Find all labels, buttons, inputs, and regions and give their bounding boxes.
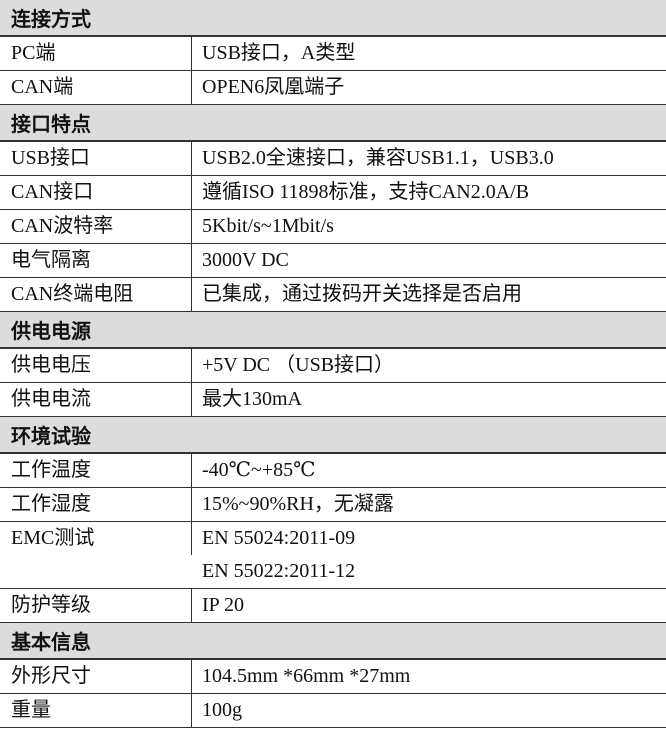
row-label: 工作温度 xyxy=(0,454,192,487)
value-line: IP 20 xyxy=(202,594,245,616)
row-value: IP 20 xyxy=(192,589,666,622)
value-line: USB接口，A类型 xyxy=(202,42,356,64)
value-line: 104.5mm *66mm *27mm xyxy=(202,665,411,687)
table-row: CAN接口 遵循ISO 11898标准，支持CAN2.0A/B xyxy=(0,176,666,210)
value-line: -40℃~+85℃ xyxy=(202,459,316,481)
row-value: +5V DC （USB接口） xyxy=(192,349,666,382)
row-value: -40℃~+85℃ xyxy=(192,454,666,487)
table-row: 供电电流 最大130mA xyxy=(0,383,666,417)
value-line: 100g xyxy=(202,699,242,721)
table-row: CAN波特率 5Kbit/s~1Mbit/s xyxy=(0,210,666,244)
table-row: 供电电压 +5V DC （USB接口） xyxy=(0,349,666,383)
row-value: 100g xyxy=(192,694,666,727)
table-row: 电气隔离 3000V DC xyxy=(0,244,666,278)
table-row: EMC测试 EN 55024:2011-09 EN 55022:2011-12 xyxy=(0,522,666,589)
row-value: 5Kbit/s~1Mbit/s xyxy=(192,210,666,243)
section-header: 接口特点 xyxy=(0,105,666,142)
row-value: USB接口，A类型 xyxy=(192,37,666,70)
value-line: 15%~90%RH，无凝露 xyxy=(202,493,394,515)
value-line: EN 55024:2011-09 xyxy=(202,527,356,549)
row-value: 104.5mm *66mm *27mm xyxy=(192,660,666,693)
row-label: 工作湿度 xyxy=(0,488,192,521)
table-row: CAN端 OPEN6凤凰端子 xyxy=(0,71,666,105)
row-label: EMC测试 xyxy=(0,522,192,555)
value-line: USB2.0全速接口，兼容USB1.1，USB3.0 xyxy=(202,147,554,169)
row-value: 3000V DC xyxy=(192,244,666,277)
row-value: 遵循ISO 11898标准，支持CAN2.0A/B xyxy=(192,176,666,209)
row-value: 15%~90%RH，无凝露 xyxy=(192,488,666,521)
value-line: 遵循ISO 11898标准，支持CAN2.0A/B xyxy=(202,181,530,203)
table-row: USB接口 USB2.0全速接口，兼容USB1.1，USB3.0 xyxy=(0,142,666,176)
row-label: 防护等级 xyxy=(0,589,192,622)
row-label: CAN终端电阻 xyxy=(0,278,192,311)
section-header: 供电电源 xyxy=(0,312,666,349)
table-row: 外形尺寸 104.5mm *66mm *27mm xyxy=(0,660,666,694)
table-row: CAN终端电阻 已集成，通过拨码开关选择是否启用 xyxy=(0,278,666,312)
value-line: 3000V DC xyxy=(202,249,289,271)
row-label: 供电电流 xyxy=(0,383,192,416)
row-value: USB2.0全速接口，兼容USB1.1，USB3.0 xyxy=(192,142,666,175)
table-row: 工作温度 -40℃~+85℃ xyxy=(0,454,666,488)
value-line: EN 55022:2011-12 xyxy=(202,560,356,582)
row-label: 重量 xyxy=(0,694,192,727)
row-value: 最大130mA xyxy=(192,383,666,416)
value-line: 5Kbit/s~1Mbit/s xyxy=(202,215,334,237)
row-label: 外形尺寸 xyxy=(0,660,192,693)
row-label: 供电电压 xyxy=(0,349,192,382)
row-label: USB接口 xyxy=(0,142,192,175)
row-label: CAN接口 xyxy=(0,176,192,209)
table-row: PC端 USB接口，A类型 xyxy=(0,37,666,71)
value-line: 已集成，通过拨码开关选择是否启用 xyxy=(202,283,522,305)
value-line: +5V DC （USB接口） xyxy=(202,354,395,376)
section-header: 环境试验 xyxy=(0,417,666,454)
table-row: 防护等级 IP 20 xyxy=(0,589,666,623)
table-row: 重量 100g xyxy=(0,694,666,728)
row-value: EN 55024:2011-09 EN 55022:2011-12 xyxy=(192,522,666,588)
value-line: OPEN6凤凰端子 xyxy=(202,76,345,98)
row-label: 电气隔离 xyxy=(0,244,192,277)
value-line: 最大130mA xyxy=(202,388,302,410)
row-label: CAN端 xyxy=(0,71,192,104)
table-row: 工作湿度 15%~90%RH，无凝露 xyxy=(0,488,666,522)
section-header: 连接方式 xyxy=(0,0,666,37)
row-label: PC端 xyxy=(0,37,192,70)
row-value: OPEN6凤凰端子 xyxy=(192,71,666,104)
row-label: CAN波特率 xyxy=(0,210,192,243)
row-value: 已集成，通过拨码开关选择是否启用 xyxy=(192,278,666,311)
section-header: 基本信息 xyxy=(0,623,666,660)
